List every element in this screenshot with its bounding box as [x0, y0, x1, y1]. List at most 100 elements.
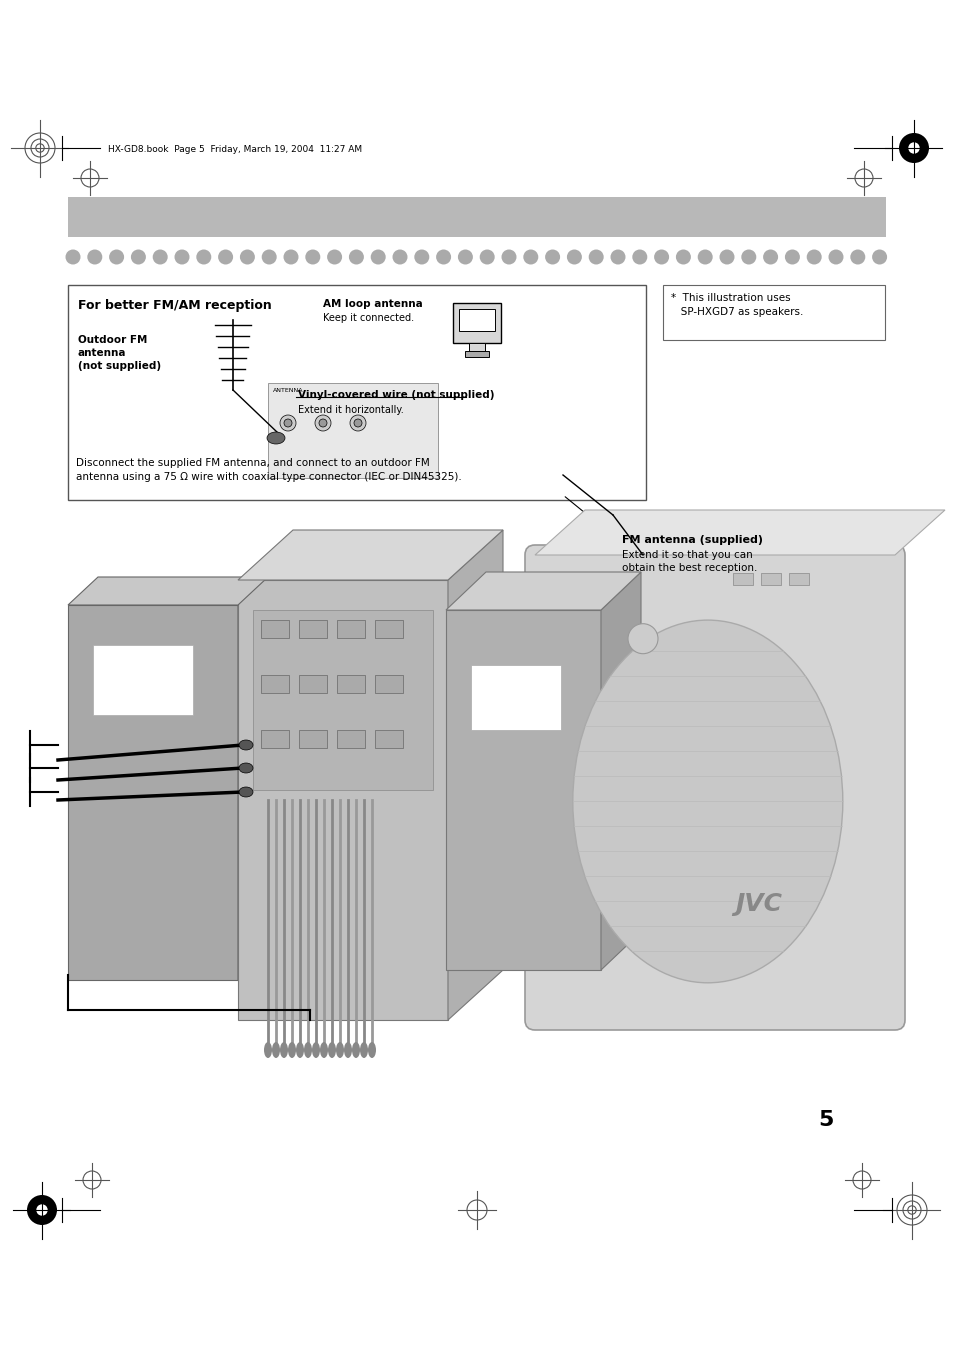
- Text: Disconnect the supplied FM antenna, and connect to an outdoor FM
antenna using a: Disconnect the supplied FM antenna, and …: [76, 458, 461, 482]
- Ellipse shape: [352, 1042, 359, 1058]
- Bar: [471, 665, 560, 730]
- Circle shape: [675, 250, 690, 265]
- Circle shape: [174, 250, 190, 265]
- Circle shape: [314, 415, 331, 431]
- Circle shape: [654, 250, 668, 265]
- Ellipse shape: [304, 1042, 312, 1058]
- Polygon shape: [600, 571, 640, 970]
- Text: Vinyl-covered wire (not supplied): Vinyl-covered wire (not supplied): [297, 390, 494, 400]
- Circle shape: [632, 250, 647, 265]
- Circle shape: [610, 250, 625, 265]
- Circle shape: [349, 250, 363, 265]
- Circle shape: [280, 415, 295, 431]
- Bar: [469, 343, 484, 351]
- Circle shape: [354, 419, 361, 427]
- Bar: [375, 730, 402, 748]
- Wedge shape: [27, 1196, 42, 1210]
- Circle shape: [907, 142, 919, 154]
- Circle shape: [218, 250, 233, 265]
- Ellipse shape: [335, 1042, 344, 1058]
- Text: Outdoor FM
antenna
(not supplied): Outdoor FM antenna (not supplied): [78, 335, 161, 372]
- Circle shape: [88, 250, 102, 265]
- Ellipse shape: [312, 1042, 319, 1058]
- Ellipse shape: [319, 1042, 328, 1058]
- Bar: [732, 573, 752, 585]
- Text: Keep it connected.: Keep it connected.: [323, 313, 414, 323]
- Ellipse shape: [344, 1042, 352, 1058]
- Bar: [453, 303, 500, 343]
- Bar: [662, 285, 884, 340]
- Bar: [336, 620, 365, 638]
- Circle shape: [871, 250, 886, 265]
- Circle shape: [523, 250, 537, 265]
- Text: HX-GD8.book  Page 5  Friday, March 19, 2004  11:27 AM: HX-GD8.book Page 5 Friday, March 19, 200…: [108, 146, 362, 154]
- Circle shape: [784, 250, 799, 265]
- Bar: [788, 573, 808, 585]
- Text: AM loop antenna: AM loop antenna: [323, 299, 422, 309]
- Circle shape: [627, 624, 658, 654]
- Polygon shape: [446, 571, 640, 611]
- Bar: [298, 676, 327, 693]
- Text: For better FM/AM reception: For better FM/AM reception: [78, 299, 272, 312]
- FancyBboxPatch shape: [524, 544, 904, 1029]
- Circle shape: [109, 250, 124, 265]
- Circle shape: [436, 250, 451, 265]
- Text: Extend it horizontally.: Extend it horizontally.: [297, 405, 403, 415]
- Text: JVC: JVC: [734, 892, 781, 916]
- Circle shape: [827, 250, 842, 265]
- Bar: [261, 676, 289, 693]
- Wedge shape: [42, 1196, 57, 1210]
- Bar: [261, 730, 289, 748]
- Ellipse shape: [328, 1042, 335, 1058]
- Bar: [268, 382, 437, 478]
- Ellipse shape: [295, 1042, 304, 1058]
- Circle shape: [457, 250, 473, 265]
- Circle shape: [36, 1204, 48, 1216]
- Text: FM antenna (supplied): FM antenna (supplied): [621, 535, 762, 544]
- Wedge shape: [898, 149, 913, 163]
- Bar: [68, 197, 885, 236]
- Circle shape: [327, 250, 342, 265]
- Circle shape: [697, 250, 712, 265]
- Bar: [336, 676, 365, 693]
- Circle shape: [501, 250, 516, 265]
- Bar: [253, 611, 433, 790]
- Wedge shape: [913, 149, 928, 163]
- Ellipse shape: [264, 1042, 272, 1058]
- Circle shape: [740, 250, 756, 265]
- Wedge shape: [27, 1210, 42, 1225]
- Polygon shape: [535, 509, 944, 555]
- Ellipse shape: [572, 620, 841, 982]
- Circle shape: [283, 250, 298, 265]
- Circle shape: [261, 250, 276, 265]
- Circle shape: [588, 250, 603, 265]
- Ellipse shape: [280, 1042, 288, 1058]
- Circle shape: [719, 250, 734, 265]
- Circle shape: [371, 250, 385, 265]
- Ellipse shape: [239, 788, 253, 797]
- Circle shape: [762, 250, 778, 265]
- Circle shape: [806, 250, 821, 265]
- Bar: [261, 620, 289, 638]
- Polygon shape: [68, 577, 268, 605]
- Ellipse shape: [288, 1042, 295, 1058]
- Circle shape: [849, 250, 864, 265]
- Ellipse shape: [359, 1042, 368, 1058]
- Bar: [68, 605, 237, 979]
- Polygon shape: [237, 530, 502, 580]
- Circle shape: [350, 415, 366, 431]
- Circle shape: [131, 250, 146, 265]
- Circle shape: [318, 419, 327, 427]
- Circle shape: [479, 250, 495, 265]
- Bar: [237, 580, 448, 1020]
- Ellipse shape: [368, 1042, 375, 1058]
- Circle shape: [196, 250, 211, 265]
- Wedge shape: [913, 132, 928, 149]
- Wedge shape: [898, 132, 913, 149]
- Circle shape: [152, 250, 168, 265]
- Wedge shape: [42, 1210, 57, 1225]
- Circle shape: [544, 250, 559, 265]
- Circle shape: [66, 250, 80, 265]
- Bar: [298, 620, 327, 638]
- Bar: [464, 351, 489, 357]
